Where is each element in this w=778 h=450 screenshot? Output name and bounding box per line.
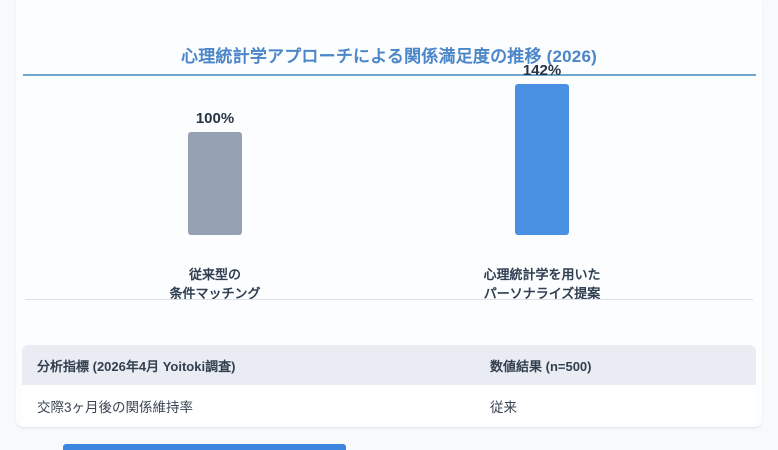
bar-value-label-psychostat: 142% xyxy=(522,62,562,79)
cutoff-blue-bar xyxy=(63,444,346,450)
table-header-result: 数値結果 (n=500) xyxy=(490,358,592,374)
bar-category-line: 心理統計学を用いた xyxy=(483,267,601,282)
table-header-metric: 分析指標 (2026年4月 Yoitoki調査) xyxy=(37,358,236,374)
table-cell-result: 従来 xyxy=(490,400,517,415)
chart-title: 心理統計学アプローチによる関係満足度の推移 (2026) xyxy=(181,47,597,66)
bar-category-traditional: 従来型の 条件マッチング xyxy=(105,265,325,303)
bar-group-psychostat: 142% xyxy=(462,62,622,235)
results-table: 分析指標 (2026年4月 Yoitoki調査) 数値結果 (n=500) 交際… xyxy=(22,345,756,427)
bar-category-line: パーソナライズ提案 xyxy=(483,286,601,301)
title-underline xyxy=(23,74,756,76)
table-cell-metric: 交際3ヶ月後の関係維持率 xyxy=(37,400,194,415)
content-card: 心理統計学アプローチによる関係満足度の推移 (2026) 100% 142% 従… xyxy=(16,0,762,428)
bar-value-label-traditional: 100% xyxy=(195,110,235,127)
bar-traditional xyxy=(188,132,242,235)
table-row: 交際3ヶ月後の関係維持率 従来 xyxy=(22,385,756,427)
table-header-row: 分析指標 (2026年4月 Yoitoki調査) 数値結果 (n=500) xyxy=(22,345,756,385)
bar-category-line: 従来型の xyxy=(188,267,241,282)
bar-category-line: 条件マッチング xyxy=(169,286,261,301)
bar-category-psychostat: 心理統計学を用いた パーソナライズ提案 xyxy=(432,265,652,303)
bar-group-traditional: 100% xyxy=(135,110,295,235)
bar-psychostat xyxy=(515,84,569,235)
chart-divider xyxy=(25,299,753,300)
